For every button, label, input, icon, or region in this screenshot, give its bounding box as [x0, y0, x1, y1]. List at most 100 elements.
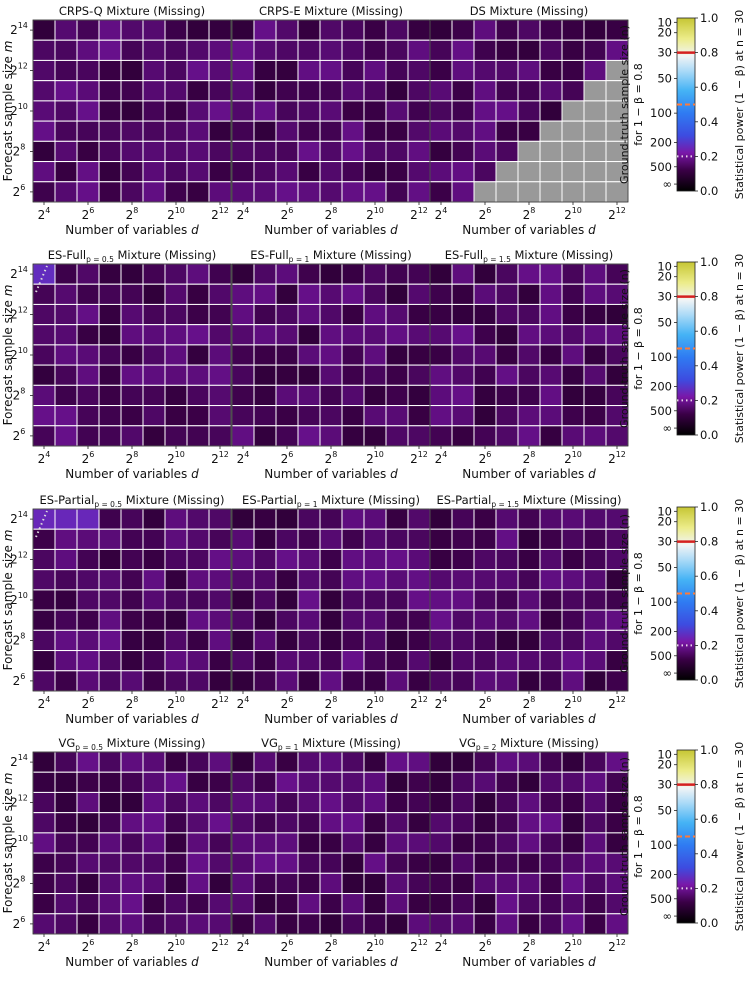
heatmap-cell: [385, 812, 409, 834]
heatmap-cell: [583, 303, 607, 326]
heatmap-cell: [363, 364, 387, 386]
heatmap-cell: [186, 791, 210, 814]
x-tick-label: 24: [435, 206, 448, 222]
heatmap-cell: [253, 508, 277, 530]
heatmap-cell: [120, 100, 144, 122]
colorbar-n-label: 200: [650, 136, 672, 150]
heatmap-cell: [495, 100, 519, 122]
heatmap-cell: [54, 19, 78, 41]
colorbar-n-label: 20: [657, 270, 672, 284]
heatmap-cell: [341, 650, 365, 672]
heatmap-cell: [76, 832, 100, 854]
heatmap-cell: [473, 670, 497, 692]
heatmap-cell: [583, 120, 607, 142]
heatmap-cell: [253, 852, 277, 874]
heatmap-cell: [517, 569, 541, 591]
heatmap-cell: [517, 872, 541, 895]
heatmap-cell: [32, 609, 56, 631]
heatmap-cell: [495, 670, 519, 692]
heatmap-cell: [363, 425, 387, 447]
heatmap-cell: [54, 161, 78, 183]
heatmap-cell: [517, 650, 541, 672]
heatmap-cell: [297, 771, 321, 793]
heatmap-cell: [583, 569, 607, 591]
x-tick-label: 24: [38, 695, 51, 711]
colorbar-n-label: 50: [657, 316, 672, 330]
heatmap-cell: [341, 283, 365, 305]
heatmap-cell: [495, 609, 519, 631]
heatmap-cell: [32, 161, 56, 183]
heatmap-cell: [164, 59, 188, 82]
heatmap-cell: [539, 812, 563, 834]
heatmap-cell: [517, 589, 541, 611]
panel-title: DS Mixture (Missing): [470, 4, 589, 18]
heatmap-cell: [253, 569, 277, 591]
heatmap-cell: [363, 120, 387, 142]
heatmap-cell: [517, 893, 541, 915]
heatmap-cell: [186, 913, 210, 935]
heatmap-cell: [363, 812, 387, 834]
heatmap-cell: [363, 405, 387, 427]
colorbar-power-label: 0.4: [700, 604, 718, 618]
heatmap-cell: [275, 263, 299, 285]
heatmap-cell: [583, 589, 607, 611]
heatmap-cell: [231, 140, 255, 163]
heatmap-cell: [275, 303, 299, 326]
heatmap-cell: [561, 670, 585, 692]
heatmap-cell: [341, 425, 365, 447]
heatmap-cell: [517, 263, 541, 285]
heatmap-cell: [407, 425, 431, 447]
heatmap-cell: [32, 263, 56, 285]
heatmap-cell: [32, 872, 56, 895]
heatmap-cell: [473, 39, 497, 61]
heatmap-cell: [297, 893, 321, 915]
x-tick-label: 26: [281, 695, 294, 711]
heatmap-cell: [451, 832, 475, 854]
heatmap-cell: [407, 508, 431, 530]
x-tick-label: 212: [608, 695, 626, 711]
heatmap-cell: [473, 528, 497, 550]
heatmap-cell: [429, 303, 453, 326]
x-tick-label: 28: [325, 206, 338, 222]
heatmap-cell: [164, 508, 188, 530]
heatmap-cell: [54, 791, 78, 814]
heatmap-cell: [385, 913, 409, 935]
colorbar-n-label: 100: [650, 350, 672, 364]
heatmap-cell: [142, 913, 166, 935]
heatmap-cell: [473, 161, 497, 183]
heatmap-cell: [142, 751, 166, 773]
heatmap-cell: [495, 569, 519, 591]
heatmap-cell: [583, 80, 607, 102]
heatmap-cell: [429, 528, 453, 550]
heatmap-cell: [297, 384, 321, 407]
heatmap-cell: [231, 344, 255, 366]
heatmap-cell: [76, 913, 100, 935]
heatmap-cell: [407, 344, 431, 366]
heatmap-cell: [539, 528, 563, 550]
heatmap-cell: [32, 344, 56, 366]
heatmap-cell: [495, 140, 519, 163]
heatmap-cell: [275, 161, 299, 183]
heatmap-cell: [32, 508, 56, 530]
heatmap-cell: [319, 405, 343, 427]
heatmap-cell: [561, 508, 585, 530]
x-axis-label: Number of variables d: [264, 467, 398, 481]
heatmap-cell: [539, 508, 563, 530]
heatmap-cell: [32, 39, 56, 61]
heatmap-cell: [407, 893, 431, 915]
heatmap-cell: [164, 751, 188, 773]
heatmap-cell: [297, 100, 321, 122]
colorbar-n-label: 500: [650, 892, 672, 906]
heatmap-cell: [429, 120, 453, 142]
heatmap-cell: [164, 384, 188, 407]
heatmap-cell: [451, 650, 475, 672]
heatmap-cell: [98, 100, 122, 122]
heatmap-cell: [120, 19, 144, 41]
heatmap-cell: [429, 384, 453, 407]
colorbar-n-label: 500: [650, 649, 672, 663]
heatmap-cell: [385, 161, 409, 183]
heatmap-cell: [253, 120, 277, 142]
heatmap-cell: [76, 344, 100, 366]
heatmap-cell: [319, 59, 343, 82]
heatmap-cell: [407, 303, 431, 326]
